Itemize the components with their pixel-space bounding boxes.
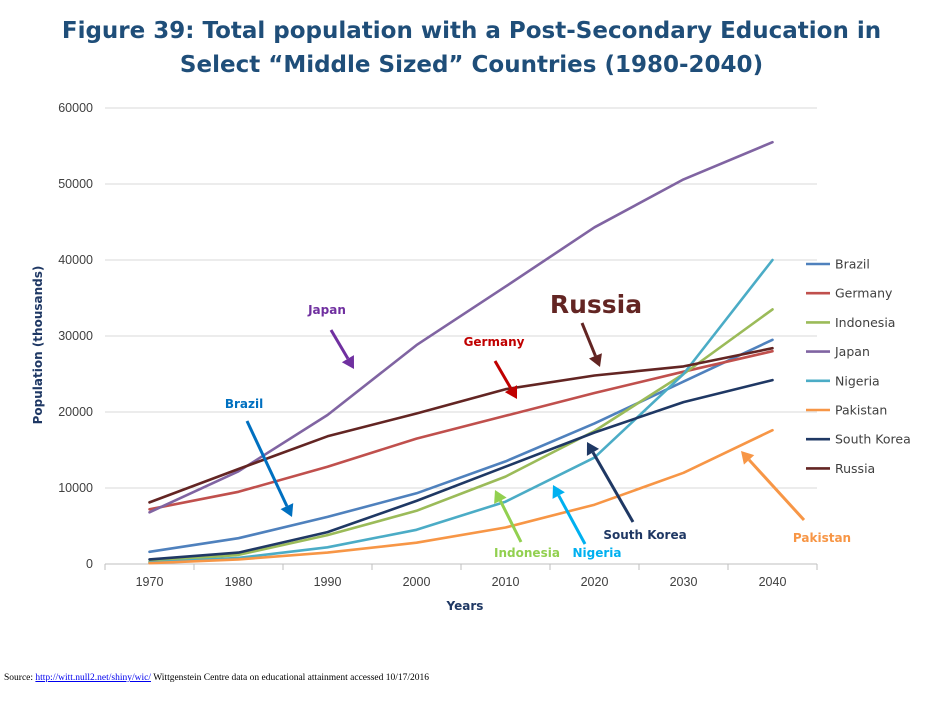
x-tick-label: 2020 [581, 575, 609, 589]
x-tick-label: 1970 [136, 575, 164, 589]
series-lines [148, 140, 774, 565]
y-tick-label: 40000 [58, 253, 93, 267]
annotation-arrow-head [280, 503, 294, 517]
series-line-germany [148, 349, 774, 511]
annotation-label: Nigeria [572, 546, 621, 560]
legend-item-south-korea: South Korea [806, 432, 911, 447]
legend-label: Pakistan [835, 403, 887, 418]
annotation-arrow-shaft [245, 420, 289, 507]
annotation-arrow-shaft [329, 329, 350, 360]
y-axis-title: Population (thousands) [31, 266, 45, 425]
annotation-arrow-shaft [499, 500, 523, 543]
annotation-germany: Germany [464, 335, 525, 399]
legend-label: Japan [834, 344, 870, 359]
annotation-arrow-shaft [580, 322, 597, 357]
x-axis-title: Years [446, 599, 484, 613]
y-tick-label: 30000 [58, 329, 93, 343]
gridlines [105, 107, 817, 489]
y-tick-label: 20000 [58, 405, 93, 419]
legend-item-indonesia: Indonesia [806, 315, 895, 330]
x-tick-label: 1990 [314, 575, 342, 589]
annotation-arrow-head [552, 485, 565, 499]
y-tick-label: 60000 [58, 101, 93, 115]
annotation-south-korea: South Korea [586, 442, 687, 542]
annotation-arrow-shaft [747, 458, 806, 522]
annotation-label: South Korea [603, 528, 686, 542]
y-tick-label: 0 [86, 557, 93, 571]
series-line-south-korea [148, 378, 774, 561]
annotation-arrow-shaft [591, 451, 635, 523]
annotation-label: Indonesia [494, 546, 560, 560]
legend-item-japan: Japan [806, 344, 870, 359]
legend-item-germany: Germany [806, 286, 893, 301]
annotation-nigeria: Nigeria [552, 485, 622, 560]
legend-label: Indonesia [835, 315, 895, 330]
legend-item-pakistan: Pakistan [806, 403, 887, 418]
annotation-label: Russia [550, 290, 642, 319]
source-note: Source: http://witt.null2.net/shiny/wic/… [4, 673, 429, 683]
series-line-pakistan [148, 428, 774, 565]
y-tick-label: 50000 [58, 177, 93, 191]
annotation-pakistan: Pakistan [741, 451, 851, 545]
annotation-label: Germany [464, 335, 525, 349]
annotation-indonesia: Indonesia [494, 490, 560, 560]
chart-title-line-1: Figure 39: Total population with a Post-… [61, 18, 882, 44]
annotation-russia: Russia [550, 290, 642, 367]
legend-item-brazil: Brazil [806, 257, 870, 272]
x-tick-label: 1980 [225, 575, 253, 589]
chart-title-line-2: Select “Middle Sized” Countries (1980-20… [179, 52, 764, 78]
y-tick-label: 10000 [58, 481, 93, 495]
legend-item-russia: Russia [806, 461, 875, 476]
x-tick-label: 2040 [759, 575, 787, 589]
annotation-arrow-head [494, 490, 507, 504]
series-line-nigeria [148, 258, 774, 564]
source-suffix: Wittgenstein Centre data on educational … [151, 673, 430, 683]
annotation-arrow-head [341, 355, 354, 369]
annotations: Japan Germany Russia Brazil South Korea Indon… [225, 290, 851, 560]
annotation-arrow-head [588, 353, 602, 367]
annotation-japan: Japan [307, 303, 354, 369]
source-prefix: Source: [4, 673, 36, 683]
axes: 0 10000 20000 30000 40000 50000 60000 1970 1980 1… [31, 101, 818, 613]
legend: Brazil Germany Indonesia Japan Nigeria Pakist… [806, 257, 911, 476]
legend-label: Nigeria [835, 373, 880, 388]
legend-label: Germany [835, 286, 893, 301]
x-tick-label: 2000 [403, 575, 431, 589]
legend-label: Brazil [835, 257, 870, 272]
series-line-russia [148, 346, 774, 504]
annotation-arrow-shaft [493, 360, 513, 390]
source-link[interactable]: http://witt.null2.net/shiny/wic/ [35, 673, 151, 683]
legend-item-nigeria: Nigeria [806, 373, 880, 388]
x-tick-label: 2030 [670, 575, 698, 589]
legend-label: Russia [835, 461, 875, 476]
series-line-indonesia [148, 308, 774, 564]
annotation-label: Pakistan [793, 531, 851, 545]
annotation-label: Brazil [225, 397, 263, 411]
annotation-brazil: Brazil [225, 397, 294, 517]
x-tick-label: 2010 [492, 575, 520, 589]
annotation-arrow-head [504, 385, 518, 399]
annotation-arrow-head [741, 451, 755, 465]
annotation-arrow-shaft [557, 494, 587, 545]
legend-label: South Korea [835, 432, 911, 447]
annotation-label: Japan [307, 303, 346, 317]
annotation-arrow-head [586, 442, 600, 456]
series-line-japan [148, 140, 774, 514]
chart-title: Figure 39: Total population with a Post-… [0, 14, 943, 82]
